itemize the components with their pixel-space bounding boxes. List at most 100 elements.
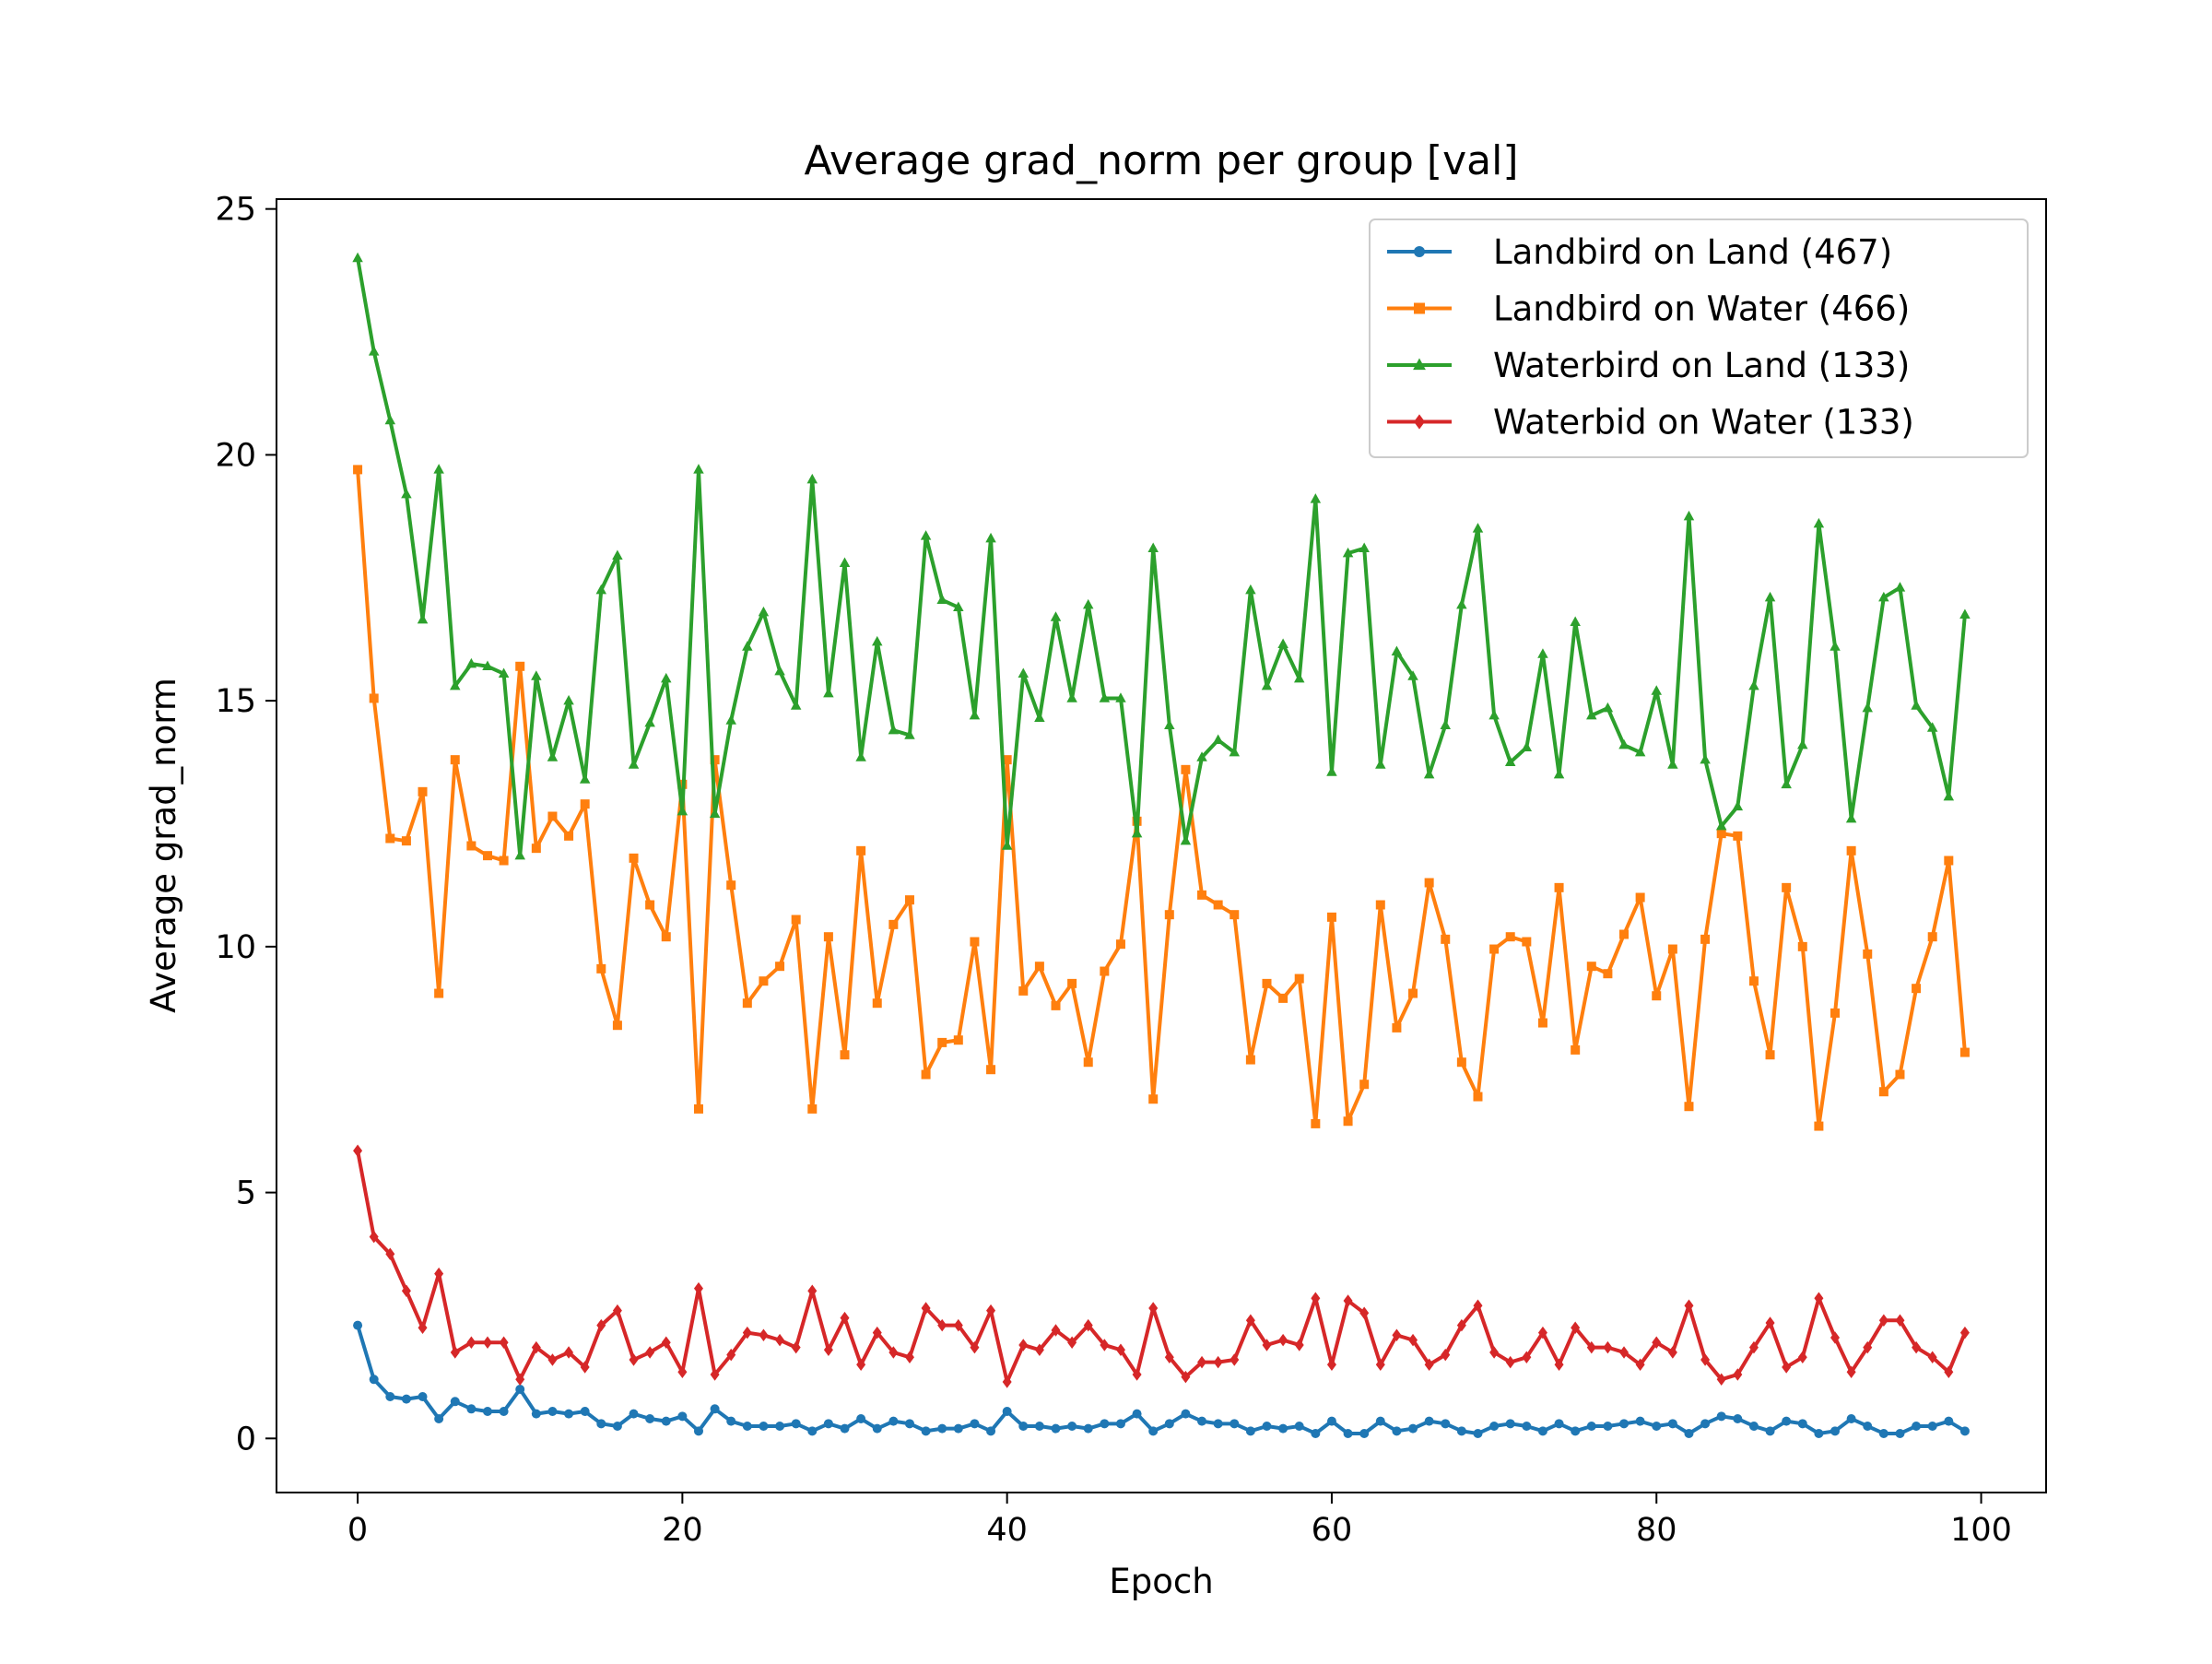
data-point — [1715, 820, 1727, 831]
data-point — [369, 1230, 379, 1244]
data-point — [1230, 910, 1240, 920]
data-point — [953, 601, 964, 612]
data-point — [1213, 1355, 1223, 1369]
legend-item: Landbird on Land (467) — [1387, 232, 1892, 272]
data-point — [742, 998, 752, 1009]
data-point — [1846, 845, 1856, 856]
data-point — [1148, 1426, 1159, 1436]
data-point — [434, 1413, 444, 1423]
data-point — [1830, 1008, 1841, 1018]
data-point — [1912, 1421, 1922, 1431]
series-line — [356, 467, 1967, 1128]
data-point — [531, 844, 541, 854]
data-point — [1781, 778, 1792, 789]
data-point — [1375, 1416, 1385, 1426]
data-point — [1797, 1419, 1807, 1429]
data-point — [1392, 1426, 1402, 1436]
series-3 — [353, 1144, 1970, 1388]
series-line — [356, 1149, 1967, 1384]
data-point — [1359, 1428, 1370, 1438]
data-point — [677, 1365, 688, 1379]
data-point — [872, 1423, 882, 1434]
data-point — [1343, 1428, 1353, 1438]
data-point — [1456, 1318, 1466, 1332]
data-point — [1911, 700, 1922, 710]
data-point — [1391, 645, 1403, 656]
data-point — [1765, 1050, 1775, 1060]
data-point — [1684, 1102, 1694, 1112]
data-point — [434, 988, 444, 998]
data-point — [1002, 755, 1012, 765]
data-point — [1748, 976, 1759, 986]
data-point — [1505, 1419, 1515, 1429]
x-tick-label: 80 — [1636, 1512, 1677, 1549]
data-point — [401, 488, 412, 499]
data-point — [888, 724, 900, 735]
data-point — [937, 1037, 947, 1047]
data-point — [855, 751, 866, 761]
data-point — [1489, 1421, 1500, 1431]
data-point — [1326, 1416, 1336, 1426]
data-point — [1537, 648, 1548, 658]
data-point — [499, 1406, 509, 1416]
data-point — [418, 1391, 428, 1401]
data-point — [1164, 719, 1175, 730]
data-point — [1375, 1358, 1385, 1372]
data-point — [953, 1423, 963, 1434]
data-point — [1278, 1423, 1288, 1434]
data-point — [807, 1103, 818, 1114]
data-point — [986, 1426, 996, 1436]
data-point — [709, 808, 721, 819]
data-point — [514, 849, 525, 860]
data-point — [986, 1304, 996, 1317]
data-point — [482, 1406, 492, 1416]
data-point — [1765, 1426, 1775, 1436]
legend-item: Landbird on Water (466) — [1387, 289, 1910, 329]
data-point — [1878, 1314, 1888, 1328]
data-point — [1262, 978, 1272, 988]
data-point — [612, 1304, 622, 1317]
data-point — [888, 919, 899, 929]
chart-title: Average grad_norm per group [val] — [805, 137, 1519, 184]
series-0 — [353, 1320, 1970, 1438]
data-point — [1213, 900, 1223, 910]
data-point — [871, 635, 883, 646]
data-point — [1521, 741, 1533, 752]
data-point — [1522, 937, 1532, 947]
data-point — [1212, 734, 1224, 745]
data-point — [1359, 1080, 1370, 1090]
data-point — [645, 900, 655, 910]
data-point — [677, 805, 688, 816]
data-point — [1635, 892, 1645, 903]
data-point — [693, 1103, 703, 1114]
data-point — [1424, 878, 1434, 888]
data-point — [498, 667, 510, 679]
data-point — [1716, 829, 1726, 839]
data-point — [645, 1346, 655, 1359]
data-point — [840, 1423, 850, 1434]
data-point — [465, 657, 477, 668]
data-point — [418, 786, 428, 797]
data-point — [1748, 1421, 1759, 1431]
data-point — [401, 1394, 411, 1404]
data-point — [595, 584, 607, 595]
data-point — [369, 1375, 379, 1385]
data-point — [433, 464, 444, 474]
data-point — [1018, 1421, 1029, 1431]
data-point — [1782, 882, 1792, 892]
data-point — [1863, 1340, 1873, 1354]
data-point — [1732, 800, 1744, 811]
data-point — [1797, 941, 1807, 951]
data-point — [612, 1421, 622, 1431]
data-point — [1505, 1355, 1515, 1369]
data-point — [1294, 974, 1304, 984]
data-point — [1407, 670, 1418, 680]
data-point — [1700, 753, 1711, 764]
data-point — [791, 1340, 801, 1354]
data-point — [418, 1321, 428, 1335]
data-point — [1343, 1116, 1353, 1127]
plot-area-frame — [276, 198, 2047, 1493]
data-point — [1537, 1326, 1547, 1339]
data-point — [1002, 1406, 1012, 1416]
data-point — [1132, 1409, 1142, 1419]
